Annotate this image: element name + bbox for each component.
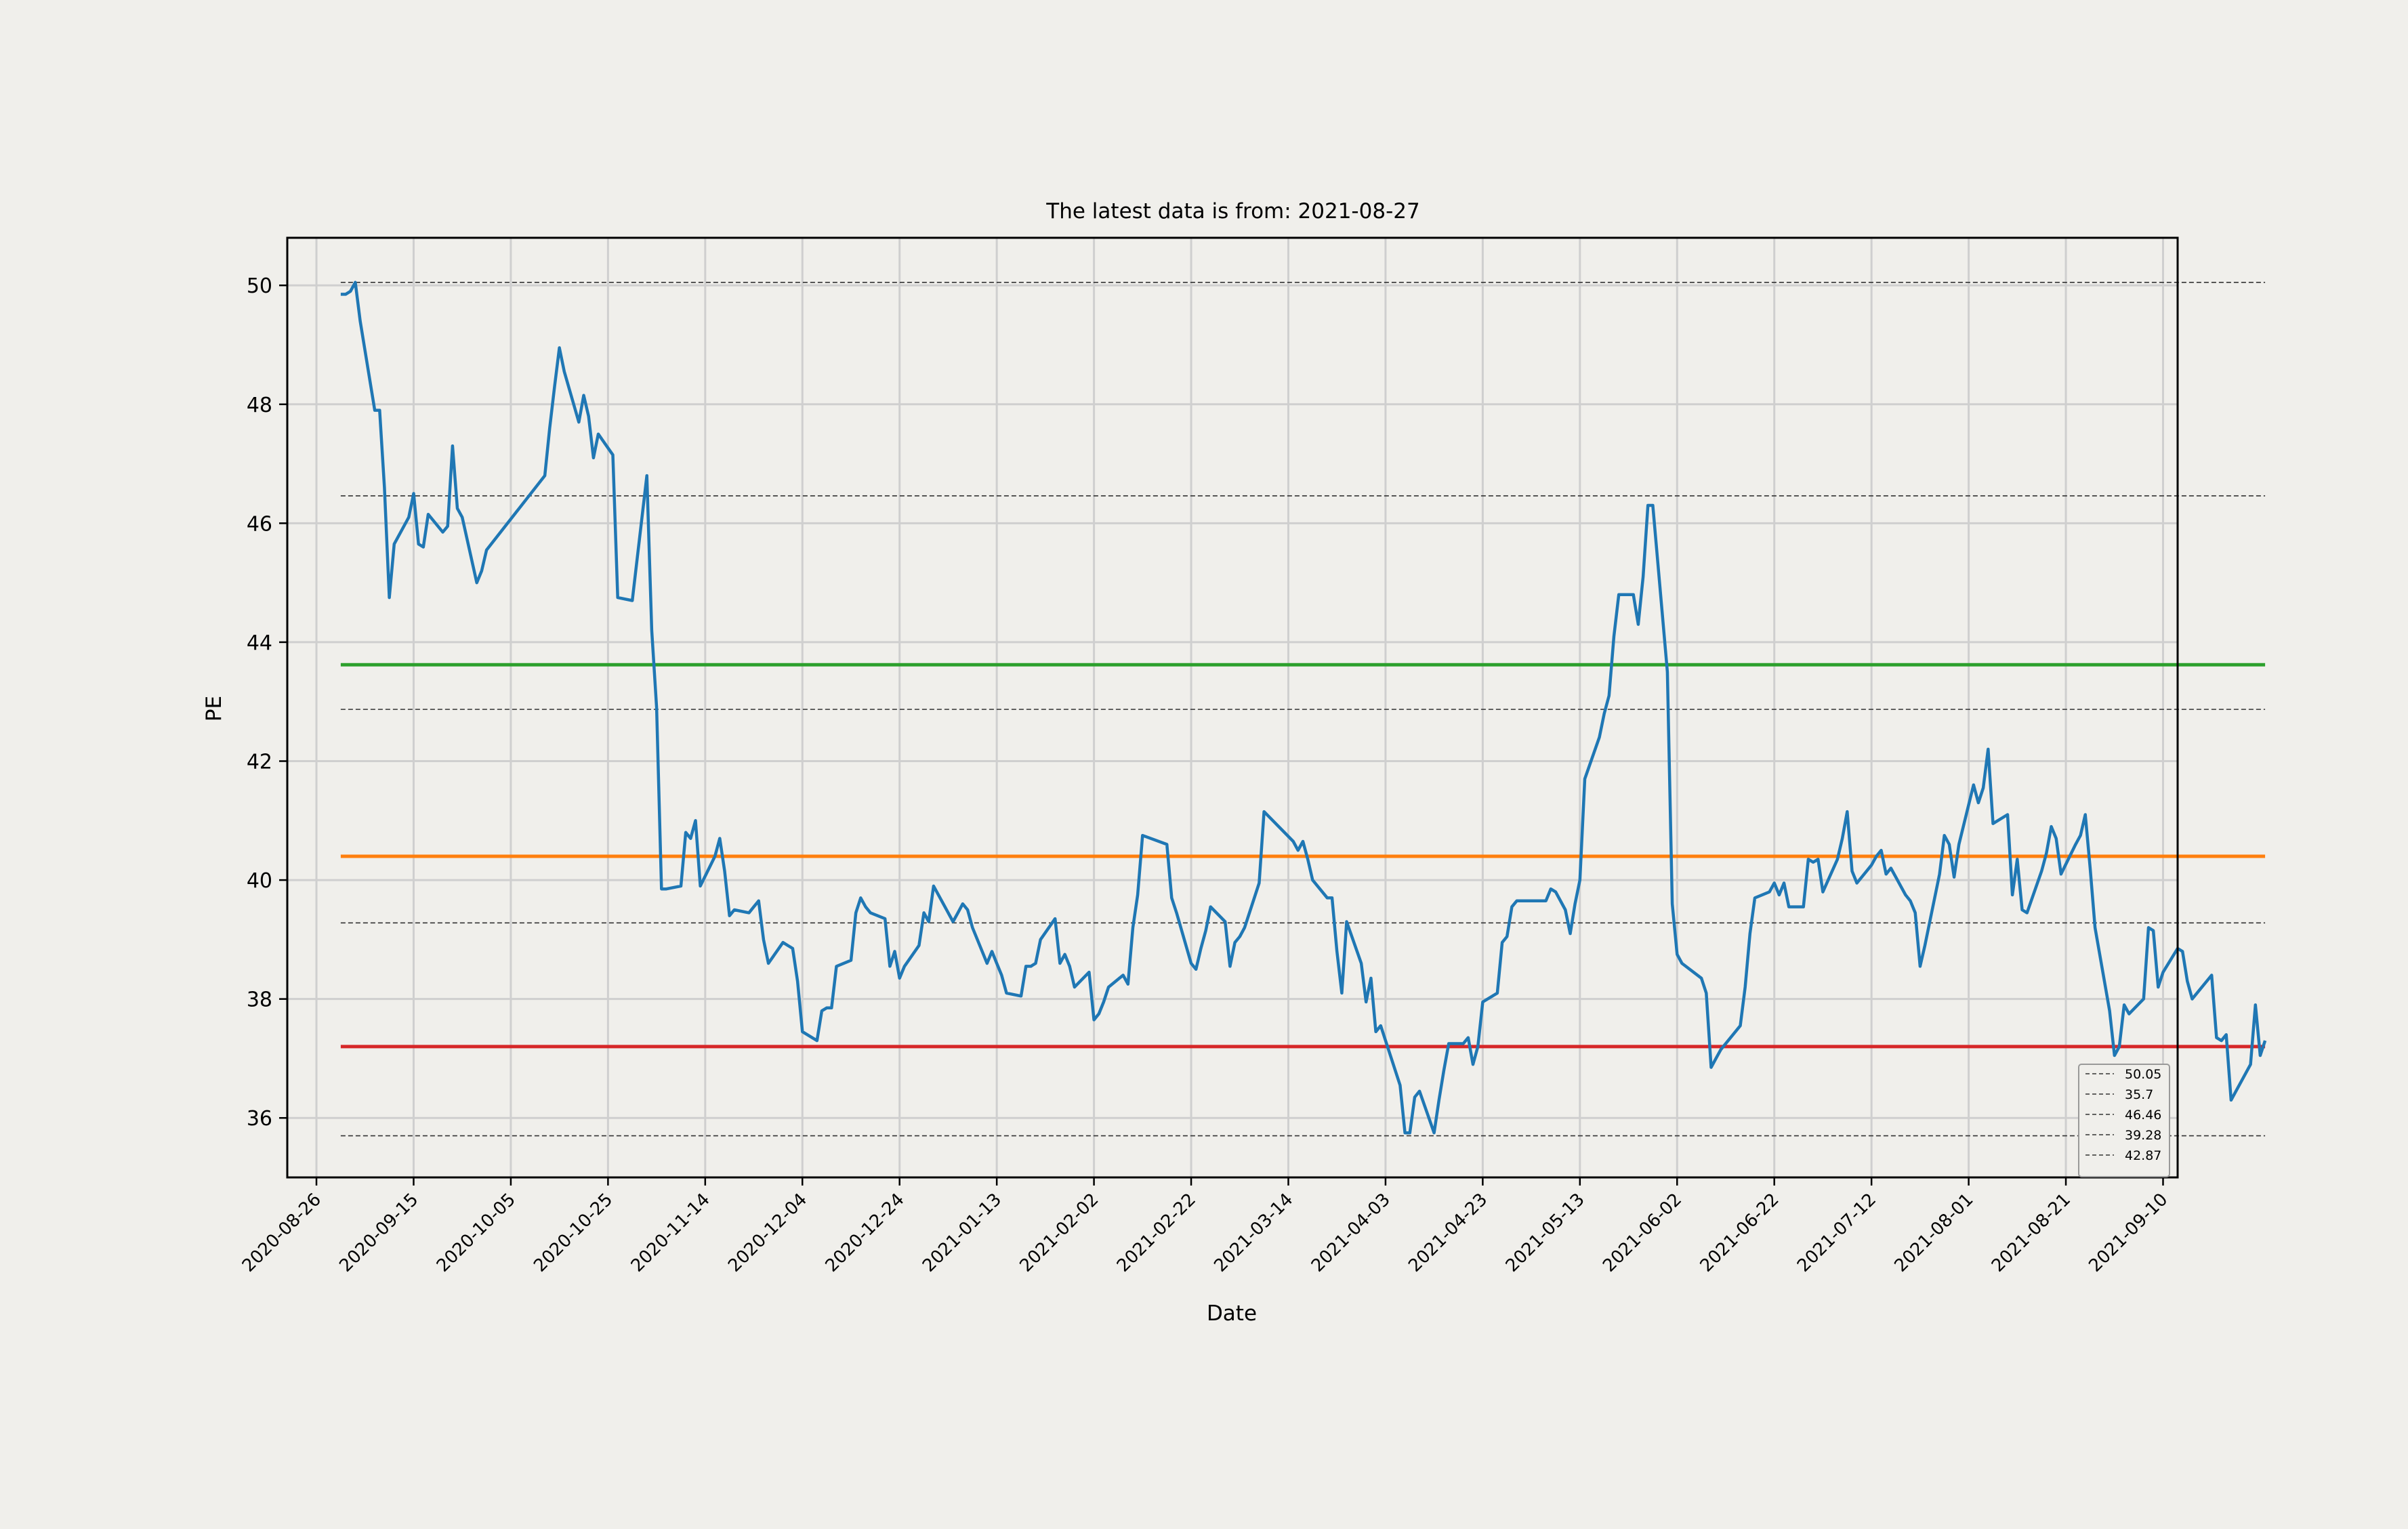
x-axis-label: Date bbox=[1207, 1301, 1257, 1326]
y-tick-label: 44 bbox=[247, 631, 272, 655]
series-group bbox=[340, 280, 2267, 1135]
y-axis-ticks: 36 38 40 42 44 46 48 50 bbox=[247, 274, 287, 1131]
y-tick-label: 40 bbox=[247, 869, 272, 893]
legend-label: 35.7 bbox=[2125, 1087, 2153, 1102]
chart-title: The latest data is from: 2021-08-27 bbox=[1045, 199, 1419, 224]
legend-label: 39.28 bbox=[2125, 1128, 2161, 1143]
dashed-reference-lines bbox=[340, 282, 2266, 1137]
legend: 50.05 35.7 46.46 39.28 42.87 bbox=[2078, 1064, 2170, 1177]
y-tick-label: 42 bbox=[247, 751, 272, 774]
y-tick-label: 48 bbox=[247, 394, 272, 417]
plot-frame bbox=[286, 236, 2179, 1179]
legend-label: 50.05 bbox=[2125, 1067, 2161, 1082]
legend-label: 46.46 bbox=[2125, 1108, 2161, 1123]
y-tick-label: 46 bbox=[247, 512, 272, 536]
legend-label: 42.87 bbox=[2125, 1148, 2161, 1163]
series-line-pe bbox=[340, 280, 2267, 1135]
y-tick-label: 36 bbox=[247, 1107, 272, 1131]
y-axis-label: PE bbox=[202, 696, 226, 721]
legend-box bbox=[2078, 1064, 2170, 1177]
y-tick-label: 38 bbox=[247, 988, 272, 1012]
y-tick-label: 50 bbox=[247, 274, 272, 298]
